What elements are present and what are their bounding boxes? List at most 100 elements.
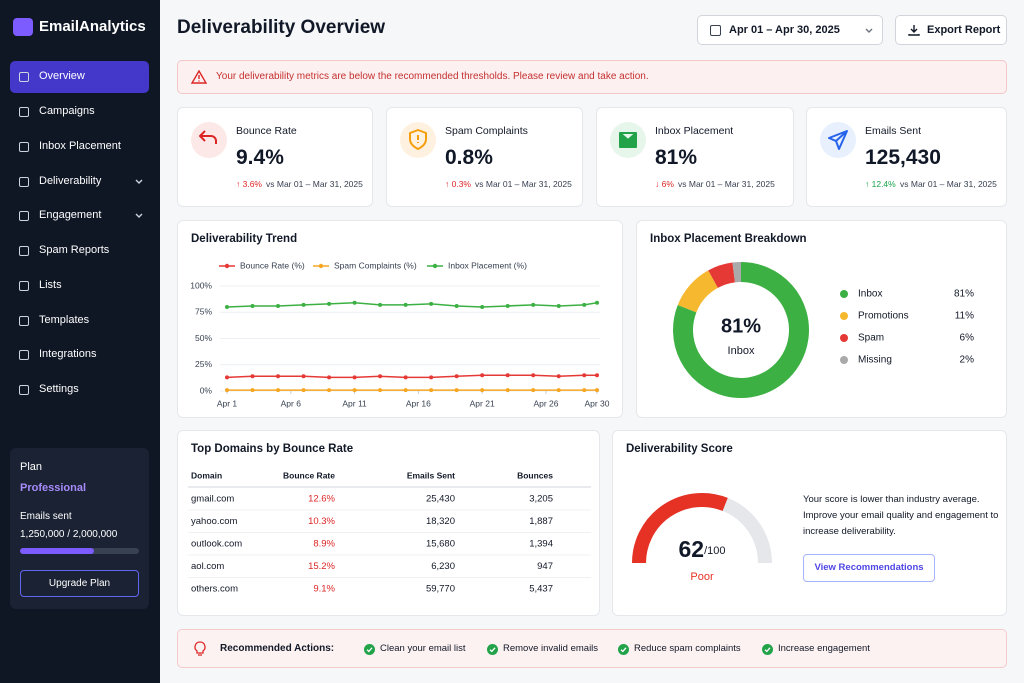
- nav-icon: [19, 107, 29, 117]
- data-point: [378, 388, 383, 393]
- data-point: [225, 305, 229, 309]
- legend-dot: [432, 263, 438, 269]
- check-bg: [364, 644, 375, 655]
- check-mark: [764, 647, 771, 653]
- data-point: [454, 303, 459, 308]
- center-label: Inbox: [728, 345, 755, 357]
- graphic: 62/100 Poor: [632, 493, 772, 583]
- kpi-icon: [619, 132, 637, 148]
- nav-item[interactable]: Lists: [10, 270, 149, 302]
- data-point: [378, 302, 383, 307]
- kpi-icon: [409, 129, 427, 150]
- kpi-icon: [828, 130, 848, 150]
- check-bg: [487, 644, 498, 655]
- data-point: [352, 388, 357, 393]
- chart-title: Deliverability Trend: [191, 233, 298, 245]
- legend-dot: [318, 263, 324, 269]
- table-cell: others.com: [191, 584, 238, 595]
- table-cell: 9.1%: [313, 584, 335, 595]
- nav-item[interactable]: Inbox Placement: [10, 131, 149, 163]
- graphic: [191, 70, 207, 84]
- score-rating: Poor: [690, 571, 714, 583]
- data-point: [505, 388, 510, 393]
- donut-slice: [673, 262, 809, 398]
- table-cell: 1,394: [529, 539, 553, 550]
- kpi-icon: [199, 130, 217, 144]
- data-point: [556, 388, 561, 393]
- check-bg: [618, 644, 629, 655]
- table-cell: 59,770: [426, 584, 455, 595]
- table-cell: gmail.com: [191, 494, 234, 505]
- data-point: [454, 388, 459, 393]
- y-tick-label: 75%: [195, 307, 212, 317]
- y-tick-label: 0%: [200, 385, 213, 395]
- data-point: [301, 302, 306, 307]
- nav-item[interactable]: Integrations: [10, 339, 149, 371]
- nav-item[interactable]: Templates: [10, 305, 149, 337]
- graphic: [191, 122, 227, 158]
- kpi-label: Spam Complaints: [445, 125, 528, 137]
- table-cell: 15.2%: [308, 561, 335, 572]
- score-number: 62: [678, 536, 704, 562]
- nav-icon: [19, 142, 29, 152]
- kpi-change: ↑ 0.3%: [445, 179, 471, 189]
- nav-item[interactable]: Overview: [10, 61, 149, 93]
- score-value: 62/100: [678, 536, 725, 562]
- nav-label: Inbox Placement: [39, 140, 121, 152]
- data-point: [429, 388, 434, 393]
- series-line: [226, 374, 597, 379]
- table-cell: 25,430: [426, 494, 455, 505]
- actions-title: Recommended Actions:: [220, 643, 335, 654]
- graphic: [610, 122, 646, 158]
- data-point: [352, 300, 357, 305]
- kpi-period: vs Mar 01 – Mar 31, 2025: [900, 179, 997, 189]
- data-point: [403, 388, 408, 393]
- score-title: Deliverability Score: [626, 443, 733, 455]
- nav-item[interactable]: Engagement: [10, 200, 149, 232]
- legend-label: Bounce Rate (%): [240, 260, 305, 270]
- nav-item[interactable]: Spam Reports: [10, 235, 149, 267]
- data-point: [250, 303, 255, 308]
- y-tick-label: 50%: [195, 333, 212, 343]
- graphic: [820, 122, 856, 158]
- nav-icon: [19, 177, 29, 187]
- graphic: [618, 644, 629, 655]
- legend-label: Missing: [858, 355, 892, 366]
- warning-icon: [191, 70, 207, 84]
- actions-bar: Recommended Actions: Clean your email lis…: [177, 629, 1007, 668]
- data-point: [403, 375, 408, 380]
- export-button[interactable]: Export Report: [895, 15, 1007, 45]
- nav-item[interactable]: Deliverability: [10, 166, 149, 198]
- check-mark: [489, 647, 496, 653]
- table-cell: 18,320: [426, 516, 455, 527]
- data-point: [327, 388, 332, 393]
- data-point: [327, 301, 332, 306]
- x-tick-label: Apr 30: [584, 398, 609, 408]
- data-point: [505, 303, 510, 308]
- recommendations-button[interactable]: View Recommendations: [803, 554, 935, 582]
- x-tick-label: Apr 26: [533, 398, 558, 408]
- value-label: 2%: [960, 355, 975, 366]
- date-picker[interactable]: Apr 01 – Apr 30, 2025: [697, 15, 883, 45]
- kpi-change: ↑ 12.4%: [865, 179, 896, 189]
- data-point: [250, 388, 255, 393]
- nav-item[interactable]: Campaigns: [10, 96, 149, 128]
- upgrade-button[interactable]: Upgrade Plan: [20, 570, 139, 597]
- nav-icon: [19, 281, 29, 291]
- legend-dot: [840, 290, 848, 298]
- nav-icon: [19, 72, 29, 82]
- kpi-card: Spam Complaints 0.8% ↑ 0.3% vs Mar 01 – Mar…: [386, 107, 583, 207]
- nav-icon: [19, 385, 29, 395]
- data-point: [225, 388, 229, 393]
- bulb-icon: [194, 641, 206, 656]
- value-label: 6%: [960, 333, 975, 344]
- x-tick-label: Apr 1: [217, 398, 238, 408]
- chevron: [135, 179, 143, 184]
- data-point: [301, 388, 306, 393]
- legend-label: Inbox Placement (%): [448, 260, 527, 270]
- table-cell: 3,205: [529, 494, 553, 505]
- plan-card: Plan Professional Emails sent 1,250,000 / 2…: [10, 448, 149, 609]
- nav-item[interactable]: Settings: [10, 374, 149, 406]
- score-card: Deliverability Score 62/100 Poor Your score…: [612, 430, 1007, 616]
